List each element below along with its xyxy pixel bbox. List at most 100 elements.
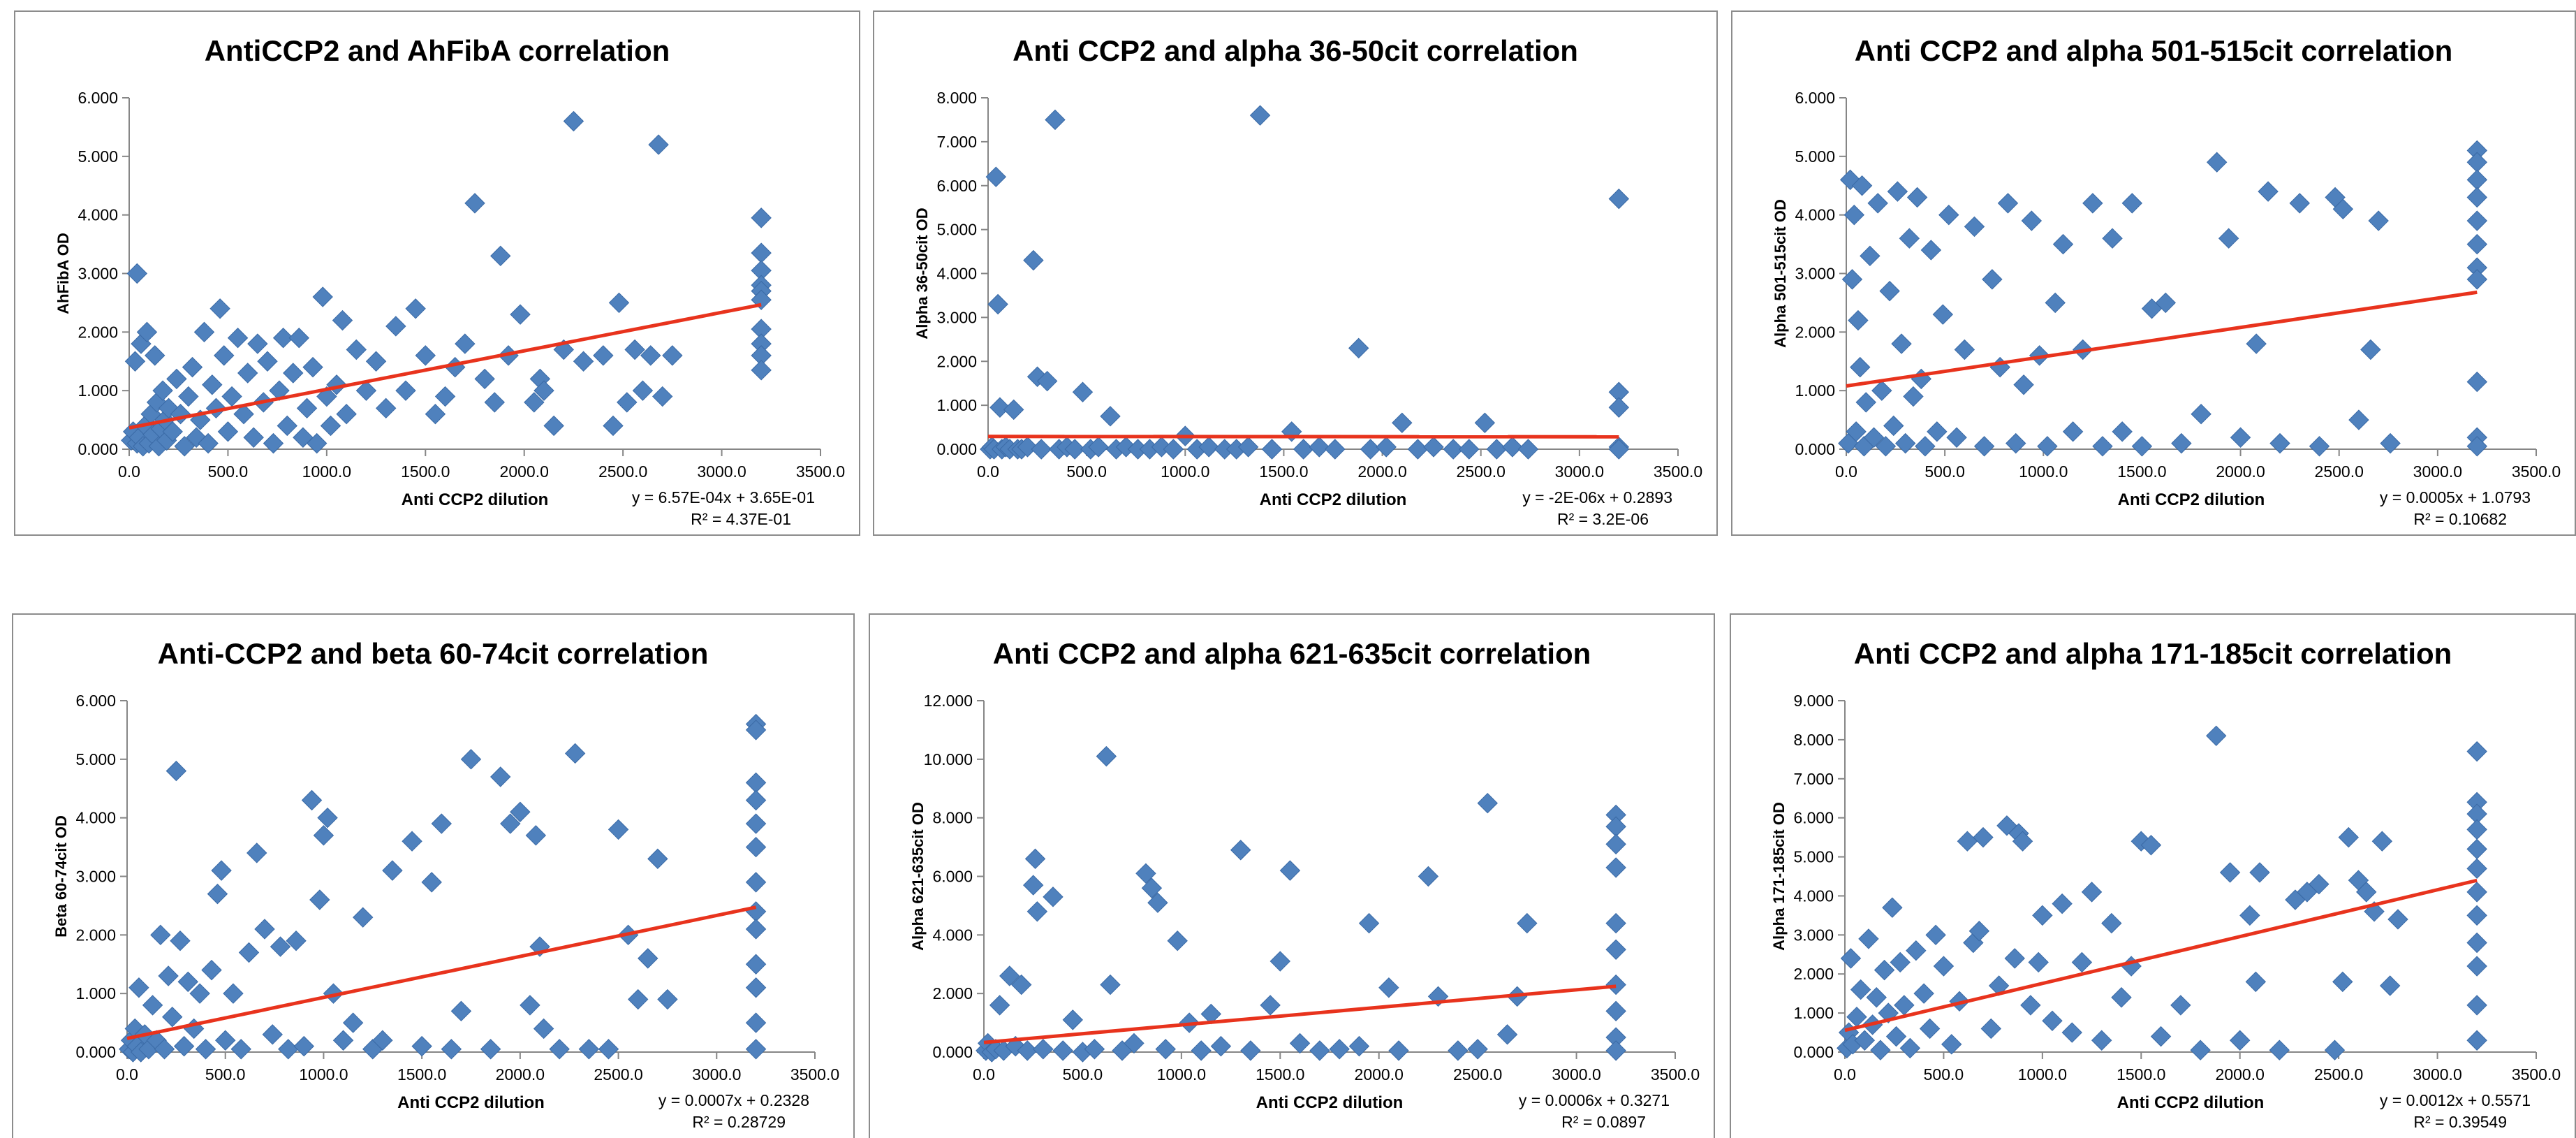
data-point: [2332, 198, 2354, 219]
x-tick-label: 0.0: [1834, 1065, 1856, 1084]
data-point: [490, 245, 511, 267]
x-tick-label: 2000.0: [496, 1065, 545, 1084]
y-tick-label: 8.000: [932, 809, 973, 827]
data-point: [751, 289, 772, 310]
data-point: [1846, 421, 1867, 442]
data-point: [564, 743, 586, 764]
trendline: [1846, 290, 2478, 388]
data-point: [312, 286, 333, 307]
x-axis-label: Anti CCP2 dilution: [402, 490, 549, 509]
data-point: [2045, 292, 2066, 314]
x-tick-label: 3500.0: [1654, 462, 1702, 481]
data-point: [1210, 1035, 1232, 1057]
data-point: [2052, 233, 2074, 255]
data-point: [524, 392, 545, 413]
data-point: [1883, 415, 1904, 437]
data-point: [1843, 204, 1864, 226]
x-tick-label: 2500.0: [2315, 462, 2364, 481]
data-point: [1496, 1024, 1518, 1045]
data-point: [510, 304, 531, 325]
data-point: [1854, 1030, 1875, 1051]
data-point: [2332, 971, 2353, 993]
data-point: [263, 432, 284, 454]
data-point: [1608, 188, 1630, 210]
data-point: [1329, 1039, 1350, 1060]
data-point: [1348, 1035, 1370, 1057]
y-tick-label: 3.000: [78, 265, 118, 283]
y-tick-label: 5.000: [936, 221, 977, 239]
data-point: [2081, 882, 2103, 903]
x-tick-label: 3000.0: [2413, 462, 2462, 481]
data-point: [2466, 371, 2488, 393]
data-point: [178, 386, 199, 407]
data-point: [286, 931, 307, 951]
trend-r-squared: R² = 0.0897: [1561, 1113, 1646, 1131]
data-point: [257, 351, 278, 372]
data-point: [657, 989, 678, 1010]
data-point: [441, 1039, 462, 1060]
data-point: [2219, 862, 2241, 883]
x-tick-label: 0.0: [116, 1065, 138, 1084]
data-point: [296, 397, 318, 419]
chart-title: Anti CCP2 and alpha 621-635cit correlati…: [993, 637, 1591, 670]
data-point: [336, 403, 357, 425]
data-point: [1269, 951, 1290, 972]
data-point: [1135, 863, 1156, 884]
data-point: [1031, 439, 1052, 460]
y-tick-label: 10.000: [924, 750, 973, 768]
data-point: [2020, 995, 2041, 1016]
data-point: [1378, 977, 1399, 998]
x-tick-label: 2000.0: [500, 462, 549, 481]
data-point: [1240, 1040, 1261, 1061]
data-point: [243, 427, 264, 448]
data-point: [1309, 1040, 1330, 1061]
x-tick-label: 2500.0: [594, 1065, 642, 1084]
data-point: [464, 193, 485, 214]
chart-panel-4: Anti-CCP2 and beta 60-74cit correlation …: [12, 613, 855, 1138]
data-point: [2368, 210, 2389, 231]
data-point: [2082, 193, 2103, 214]
trend-r-squared: R² = 4.37E-01: [691, 510, 791, 528]
data-point: [1388, 1040, 1409, 1061]
data-point: [1906, 187, 1928, 208]
data-point: [2379, 975, 2401, 996]
data-point: [1997, 193, 2019, 214]
data-point: [215, 1030, 236, 1051]
y-tick-label: 6.000: [78, 89, 118, 107]
data-point: [1925, 924, 1946, 946]
data-point: [2269, 432, 2290, 454]
data-point: [2101, 912, 2122, 934]
y-axis-label: Beta 60-74cit OD: [52, 815, 70, 938]
data-point: [1878, 1002, 1899, 1023]
data-point: [332, 309, 353, 331]
x-tick-label: 0.0: [973, 1065, 995, 1084]
plot-area: 0.000 1.000 2.000 3.000 4.000 5.000 6.000 0.0 50…: [1772, 89, 2561, 528]
data-point: [277, 415, 297, 437]
data-point: [1407, 439, 1429, 460]
data-point: [1423, 437, 1444, 458]
x-tick-label: 500.0: [1924, 1065, 1964, 1084]
data-point: [1237, 437, 1259, 458]
data-point: [193, 321, 215, 343]
data-point: [1064, 439, 1085, 460]
data-point: [425, 403, 446, 425]
data-point: [307, 432, 327, 454]
y-tick-label: 0.000: [75, 1043, 116, 1061]
trend-equation: y = 0.0007x + 0.2328: [658, 1091, 809, 1109]
data-point: [1033, 1039, 1054, 1060]
data-point: [745, 872, 767, 893]
y-tick-label: 4.000: [75, 809, 116, 827]
data-point: [1885, 1026, 1907, 1047]
x-tick-label: 1500.0: [2117, 1065, 2165, 1084]
data-point: [1870, 1039, 1891, 1060]
data-point: [332, 1030, 354, 1051]
x-tick-label: 3500.0: [2512, 462, 2561, 481]
data-point: [2062, 421, 2084, 442]
x-tick-label: 500.0: [1066, 462, 1107, 481]
data-point: [1017, 1040, 1038, 1061]
data-point: [301, 789, 323, 811]
data-point: [745, 813, 767, 834]
data-point: [474, 368, 495, 390]
data-point: [450, 1000, 472, 1022]
x-tick-label: 500.0: [1063, 1065, 1103, 1084]
